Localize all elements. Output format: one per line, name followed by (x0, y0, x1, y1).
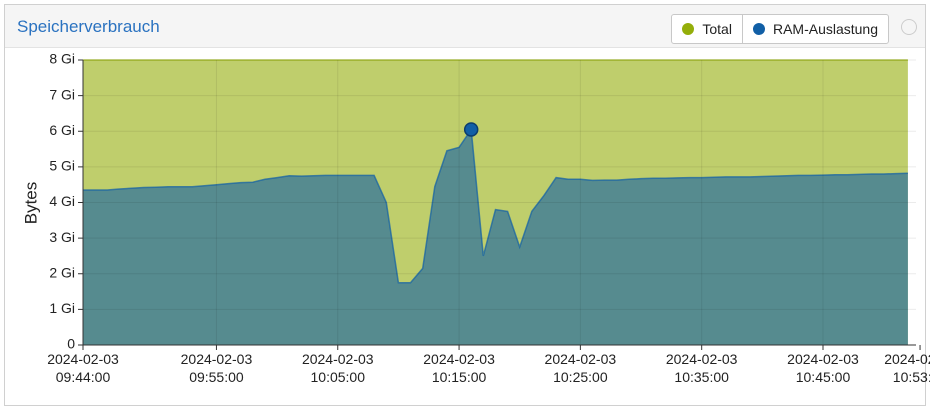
legend: Total RAM-Auslastung (671, 14, 889, 44)
x-tick-label: 2024-02-03 10:25:00 (544, 351, 617, 385)
panel-header: Speicherverbrauch Total RAM-Auslastung (5, 5, 925, 48)
legend-item[interactable]: RAM-Auslastung (741, 15, 888, 43)
x-tick-label: 2024-02-03 10:45:00 (787, 351, 859, 385)
highlight-point (463, 122, 479, 137)
area-line (83, 127, 908, 284)
x-tick-label: 2024-02-03 10:53:00 (884, 351, 930, 385)
y-tick-label: 1 Gi (49, 300, 75, 316)
x-tick-label: 2024-02-03 10:05:00 (301, 351, 374, 385)
legend-item[interactable]: Total (672, 15, 742, 43)
collapse-toggle[interactable] (901, 19, 917, 35)
panel-title: Speicherverbrauch (17, 17, 160, 36)
panel: Speicherverbrauch Total RAM-Auslastung (4, 4, 926, 406)
legend-label: RAM-Auslastung (772, 21, 878, 37)
y-tick-label: 2 Gi (49, 264, 75, 280)
y-axis-label: Bytes (21, 182, 40, 225)
y-tick-label: 8 Gi (49, 51, 75, 67)
x-tick-label: 2024-02-03 09:44:00 (47, 351, 119, 385)
legend-marker (752, 23, 765, 35)
y-tick-label: 5 Gi (49, 158, 75, 174)
y-tick-label: 4 Gi (49, 193, 75, 209)
area-fill (83, 129, 908, 345)
y-tick-label: 6 Gi (49, 122, 75, 138)
x-tick-label: 2024-02-03 09:55:00 (180, 351, 253, 385)
legend-label: Total (702, 21, 732, 37)
y-tick-label: 7 Gi (49, 86, 75, 102)
legend-marker (682, 23, 695, 35)
x-tick-label: 2024-02-03 10:35:00 (665, 351, 738, 385)
x-tick-label: 2024-02-03 10:15:00 (423, 351, 495, 385)
y-tick-label: 0 (67, 336, 75, 352)
y-tick-label: 3 Gi (49, 229, 75, 245)
